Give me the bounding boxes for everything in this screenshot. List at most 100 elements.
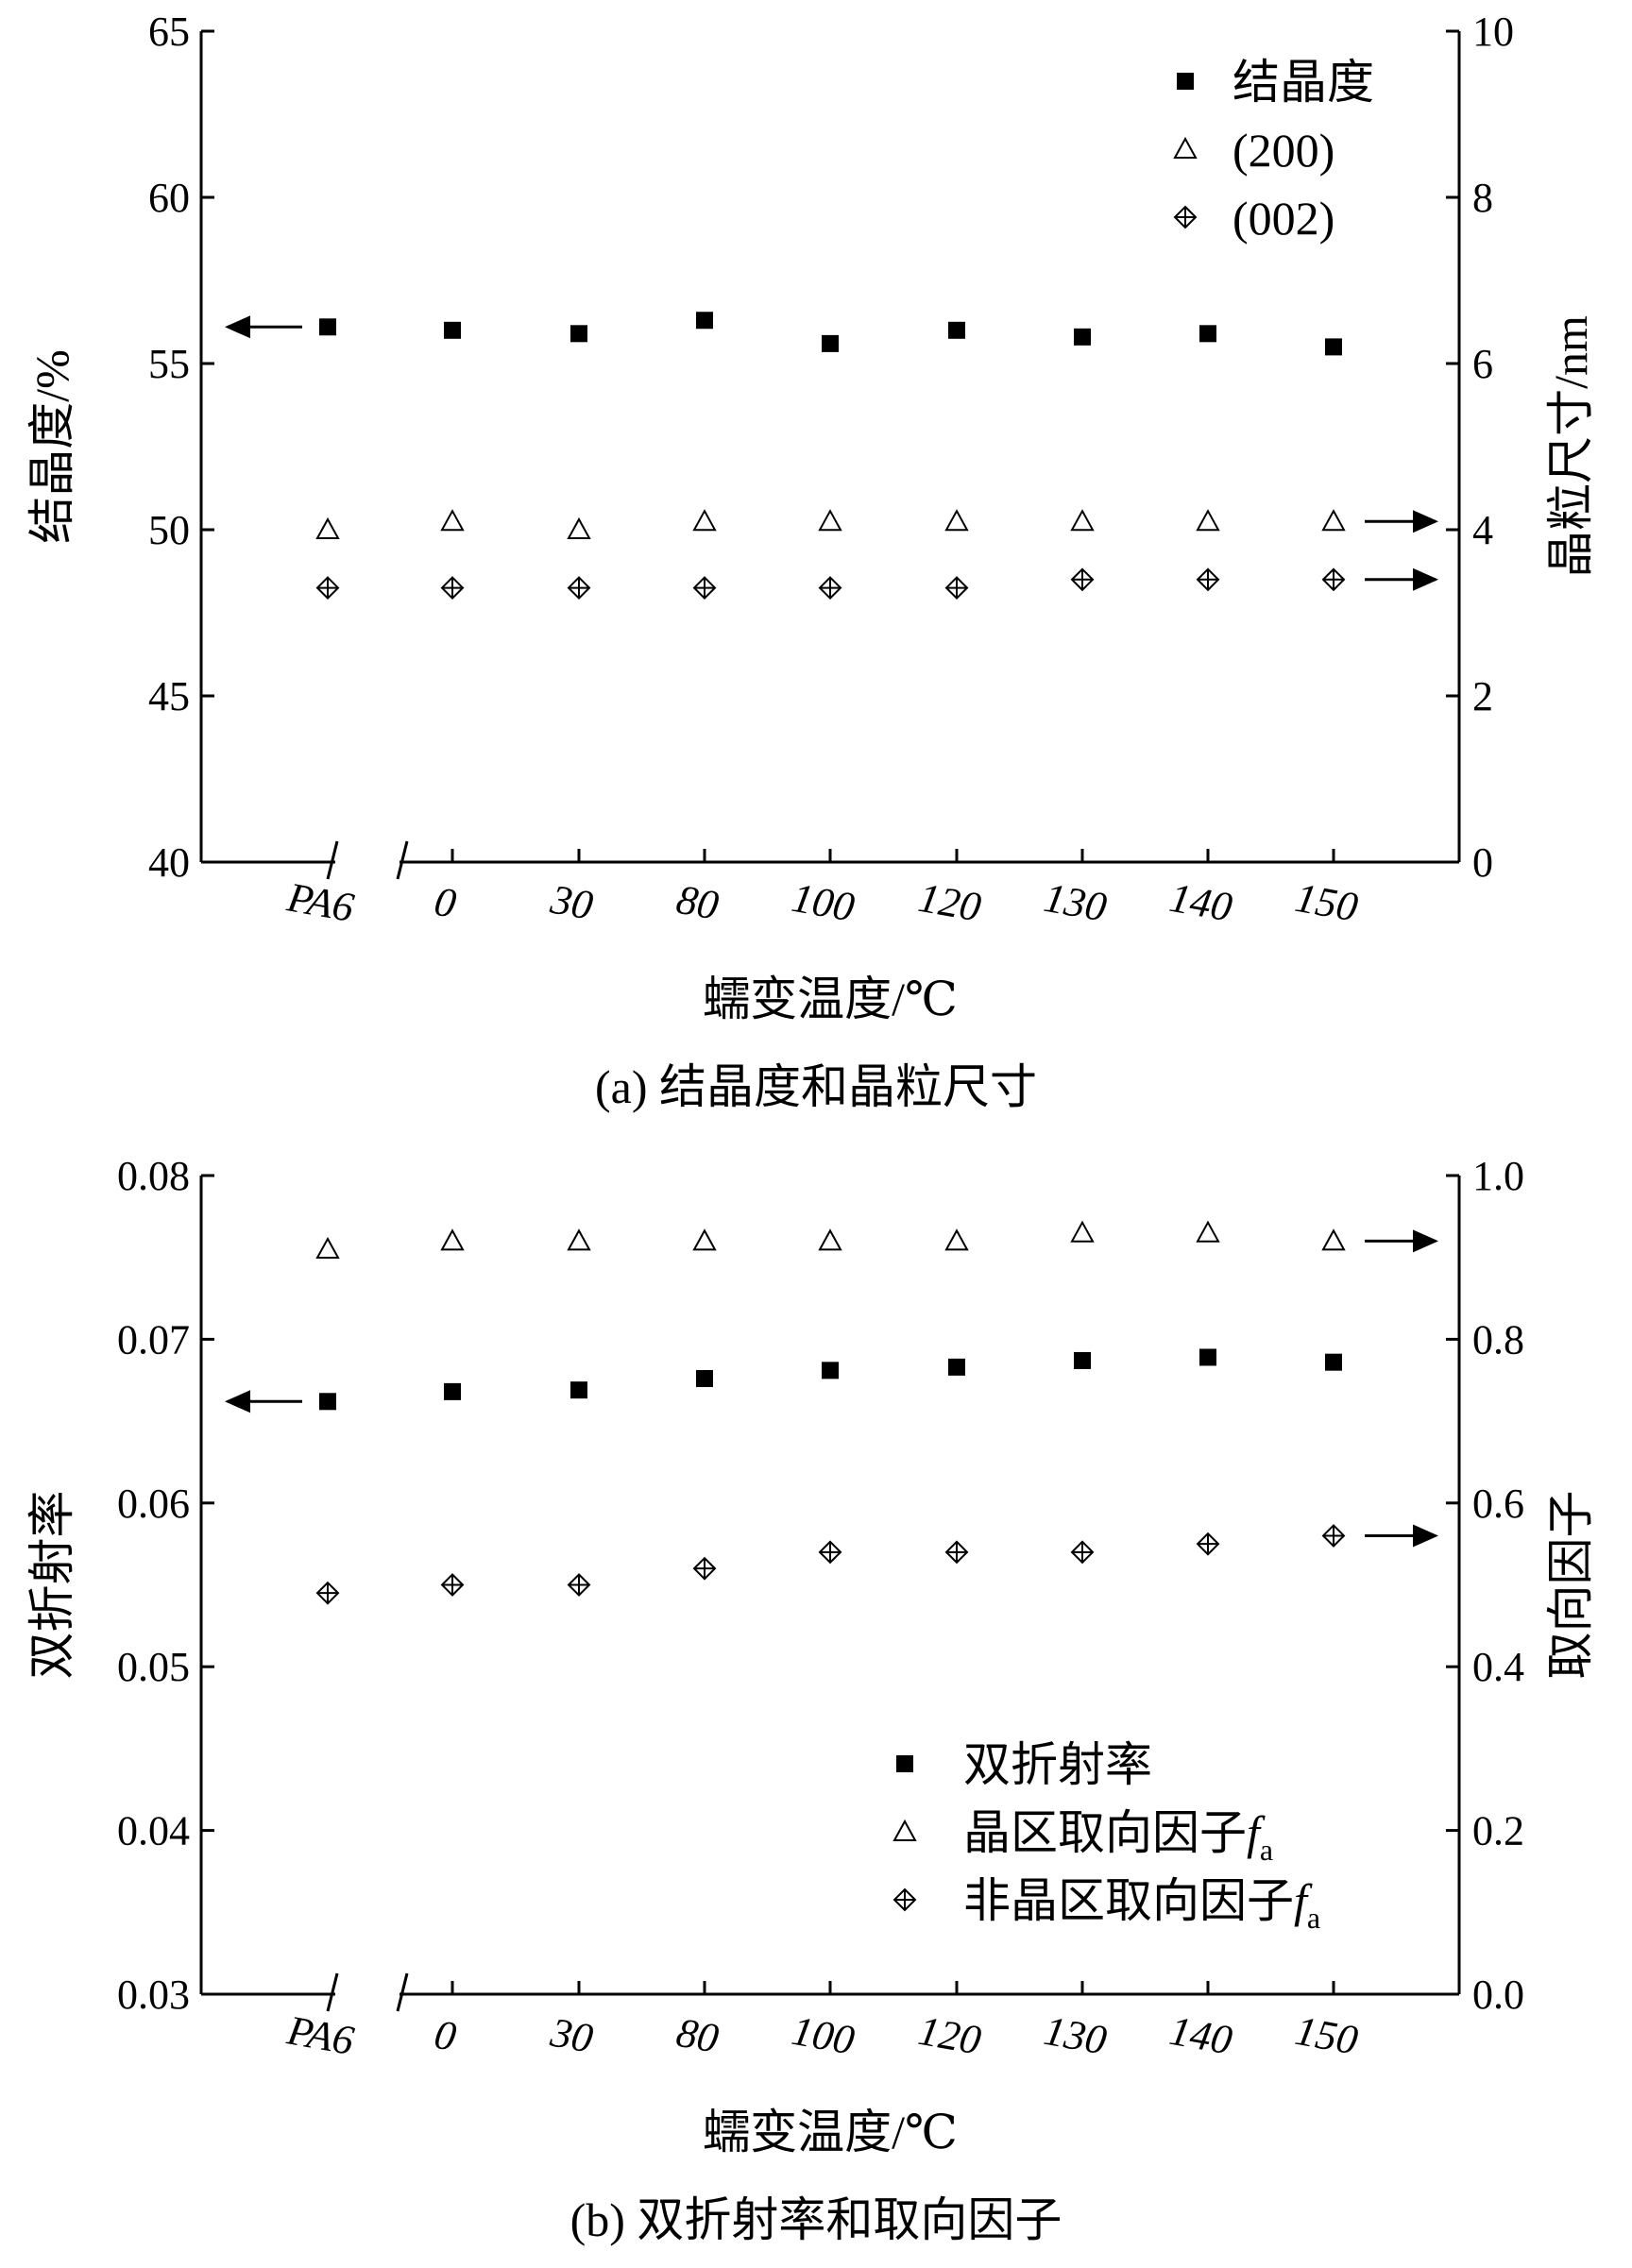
x-axis-label: 蠕变温度/℃ (703, 973, 958, 1025)
x-tick-label: 140 (1166, 874, 1236, 931)
y-right-tick-label: 2 (1472, 673, 1493, 719)
data-point (944, 576, 969, 601)
data-point (567, 1228, 591, 1251)
x-tick-label: 150 (1292, 874, 1362, 931)
x-tick-label: 130 (1041, 2007, 1111, 2064)
axis-break-mark (396, 840, 409, 880)
legend-label: 晶区取向因子fa (963, 1806, 1273, 1867)
data-point (1070, 567, 1095, 592)
chart-b-birefringence-orientation: 0.03 0.04 0.05 0.06 0.07 0.08 0.0 0.2 0.4 0.6 0.8 1… (26, 1153, 1597, 2246)
x-tick-label: 0 (431, 878, 459, 927)
data-point (818, 1540, 842, 1565)
data-point (1196, 509, 1220, 532)
data-point (692, 1228, 717, 1251)
legend-marker (892, 1819, 917, 1841)
x-tick-label: 80 (673, 2009, 722, 2062)
data-point (444, 1382, 461, 1400)
data-point (822, 334, 839, 352)
legend-label: 结晶度 (1232, 56, 1374, 109)
data-point (1070, 509, 1095, 532)
data-point (1321, 509, 1346, 532)
data-point (319, 1393, 336, 1411)
x-tick-label: PA6 (283, 2006, 358, 2064)
data-point (315, 1581, 340, 1605)
data-point (1074, 328, 1091, 346)
x-tick-label: 100 (789, 2007, 858, 2064)
y-right-tick-label: 0.8 (1472, 1316, 1524, 1362)
x-tick-label: 120 (915, 874, 985, 931)
data-point (818, 509, 842, 532)
y-left-tick-label: 0.04 (117, 1808, 190, 1854)
y-left-axis-label: 结晶度/% (26, 349, 78, 544)
legend: 结晶度 (200) (002) (1173, 56, 1374, 245)
legend-marker (892, 1887, 917, 1912)
y-left-tick-label: 60 (148, 175, 190, 221)
y-left-tick-label: 0.03 (117, 1972, 190, 2018)
legend-label: (002) (1232, 192, 1334, 245)
data-point (944, 1228, 969, 1251)
data-point (315, 1236, 340, 1260)
data-point (1199, 325, 1216, 343)
y-left-tick-label: 0.06 (117, 1481, 190, 1527)
axis-break-mark (396, 1972, 409, 2012)
data-point (440, 1228, 465, 1251)
data-point (444, 321, 461, 339)
data-point (1070, 1540, 1095, 1565)
y-left-tick-label: 65 (148, 8, 190, 55)
data-point (692, 576, 717, 601)
x-tick-label: PA6 (283, 873, 358, 931)
y-left-axis-label: 双折射率 (26, 1491, 78, 1680)
data-point (1196, 1220, 1220, 1243)
y-left-tick-label: 0.08 (117, 1153, 190, 1199)
data-point (818, 576, 842, 601)
data-point (1199, 1348, 1216, 1366)
data-point (944, 509, 969, 532)
legend-label: (200) (1232, 124, 1334, 177)
chart-a-crystallinity-grain-size: 40 45 50 55 60 65 0 2 4 6 8 10 PA6 0 30 80 100 120 130 140 1… (26, 8, 1597, 1113)
data-point (1074, 1351, 1091, 1369)
data-point (440, 576, 465, 601)
data-point (696, 1370, 713, 1388)
y-right-tick-label: 0 (1472, 839, 1493, 886)
x-tick-label: 30 (547, 876, 597, 929)
data-point (1196, 567, 1220, 592)
data-point (1070, 1220, 1095, 1243)
x-tick-label: 0 (431, 2011, 459, 2060)
legend-marker (1173, 136, 1198, 159)
y-left-tick-label: 0.07 (117, 1316, 190, 1362)
data-point (822, 1362, 839, 1379)
axis-break-mark (326, 1972, 339, 2012)
legend-marker (1177, 73, 1194, 90)
data-point (818, 1228, 842, 1251)
y-left-tick-label: 45 (148, 673, 190, 719)
data-point (1325, 338, 1342, 356)
y-right-axis-label: 晶粒尺寸/nm (1544, 315, 1597, 578)
y-right-tick-label: 0.2 (1472, 1808, 1524, 1854)
y-right-axis-label: 取向因子 (1544, 1491, 1597, 1680)
legend-label: 非晶区取向因子fa (963, 1874, 1320, 1935)
chart-caption: (b) 双折射率和取向因子 (570, 2193, 1062, 2246)
data-point (1321, 1228, 1346, 1251)
data-point (567, 576, 591, 601)
x-tick-label: 120 (915, 2007, 985, 2064)
data-point (440, 509, 465, 532)
data-point (948, 1358, 965, 1376)
y-right-tick-label: 8 (1472, 175, 1493, 221)
x-tick-label: 140 (1166, 2007, 1236, 2064)
x-axis-label: 蠕变温度/℃ (703, 2106, 958, 2158)
data-point (1321, 1524, 1346, 1548)
data-point (570, 1381, 587, 1399)
data-point (692, 1556, 717, 1581)
data-point (315, 516, 340, 539)
data-point (570, 325, 587, 343)
data-point (315, 576, 340, 601)
data-point (944, 1540, 969, 1565)
x-tick-label: 100 (789, 874, 858, 931)
data-point (1325, 1353, 1342, 1371)
data-point (692, 509, 717, 532)
y-left-tick-label: 55 (148, 341, 190, 387)
data-point (567, 1573, 591, 1597)
y-left-tick-label: 40 (148, 839, 190, 886)
y-right-tick-label: 0.6 (1472, 1481, 1524, 1527)
